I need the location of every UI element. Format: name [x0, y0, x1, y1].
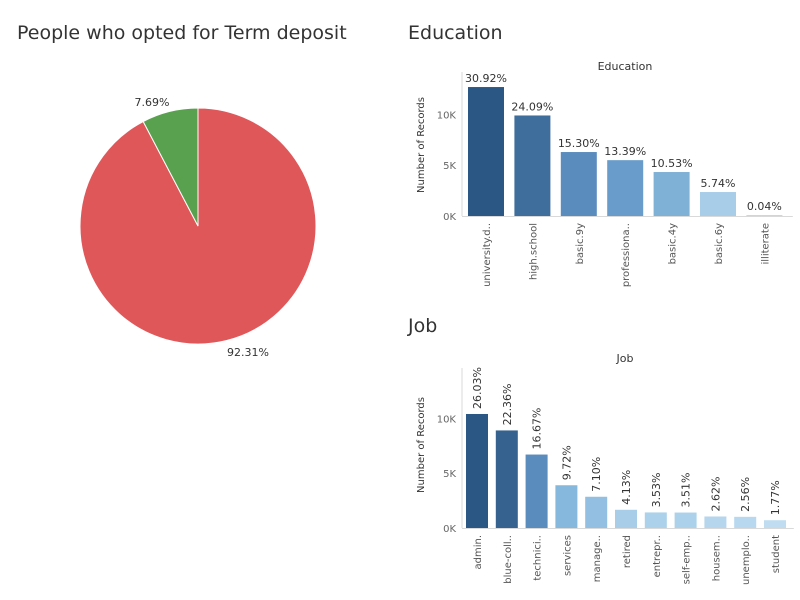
education-category-label-6: illiterate	[760, 223, 771, 265]
education-bar-0[interactable]	[468, 87, 504, 217]
education-data-label-2: 15.30%	[558, 137, 600, 150]
job-data-label-9: 2.56%	[739, 477, 752, 512]
job-sheet-title: Job	[408, 315, 438, 337]
education-bar-4[interactable]	[653, 172, 690, 216]
education-category-label-5: basic.6y	[714, 223, 725, 265]
job-data-label-7: 3.51%	[680, 473, 693, 508]
education-y-tick-2: 10K	[437, 110, 457, 121]
job-category-label-4: manage..	[592, 535, 603, 582]
education-bar-5[interactable]	[700, 192, 736, 216]
job-bar-9[interactable]	[734, 516, 757, 528]
education-bar-2[interactable]	[560, 152, 597, 216]
education-category-label-4: basic.4y	[668, 223, 679, 265]
job-y-tick-1: 5K	[443, 469, 456, 480]
job-category-label-2: technici..	[533, 535, 544, 581]
job-bar-8[interactable]	[704, 516, 727, 528]
education-y-tick-0: 0K	[443, 212, 456, 223]
job-y-axis-label: Number of Records	[416, 397, 427, 493]
job-category-label-0: admin.	[473, 535, 484, 570]
pie-slice-1[interactable]	[142, 107, 199, 227]
education-category-label-0: university.d..	[482, 223, 493, 287]
job-category-label-1: blue-coll..	[503, 535, 514, 584]
job-y-tick-2: 10K	[437, 414, 457, 425]
education-data-label-5: 5.74%	[701, 177, 736, 190]
job-data-label-4: 7.10%	[590, 457, 603, 492]
job-bar-5[interactable]	[615, 509, 637, 528]
job-data-label-2: 16.67%	[531, 408, 544, 450]
education-data-label-4: 10.53%	[651, 157, 693, 170]
job-chart-title: Job	[616, 352, 634, 365]
job-data-label-6: 3.53%	[650, 472, 663, 507]
job-category-label-8: housem..	[711, 535, 722, 581]
job-category-label-9: unemplo..	[741, 535, 752, 585]
job-category-label-3: services	[562, 535, 573, 576]
education-chart-title: Education	[598, 60, 653, 73]
education-y-tick-1: 5K	[443, 161, 456, 172]
education-bar-3[interactable]	[607, 160, 644, 216]
education-data-label-0: 30.92%	[465, 72, 507, 85]
job-bar-7[interactable]	[674, 512, 697, 528]
education-data-label-1: 24.09%	[511, 100, 553, 113]
education-y-axis-label: Number of Records	[416, 97, 427, 193]
education-sheet-title: Education	[408, 22, 503, 44]
job-category-label-7: self-emp..	[682, 535, 693, 584]
job-data-label-0: 26.03%	[471, 367, 484, 409]
education-category-label-1: high.school	[528, 223, 539, 280]
job-bar-4[interactable]	[585, 496, 608, 528]
job-data-label-3: 9.72%	[560, 445, 573, 480]
education-category-label-2: basic.9y	[575, 223, 586, 265]
education-bar-6[interactable]	[746, 215, 783, 216]
job-data-label-5: 4.13%	[620, 470, 633, 505]
education-data-label-6: 0.04%	[747, 200, 782, 213]
pie-label-1: 7.69%	[135, 96, 170, 109]
job-y-tick-0: 0K	[443, 524, 456, 535]
pie-sheet-title: People who opted for Term deposit	[17, 22, 347, 44]
job-bar-10[interactable]	[764, 520, 786, 528]
pie-label-0: 92.31%	[227, 346, 269, 359]
job-data-label-8: 2.62%	[709, 477, 722, 512]
job-category-label-5: retired	[622, 535, 633, 568]
job-bar-2[interactable]	[525, 454, 548, 528]
job-data-label-1: 22.36%	[501, 383, 514, 425]
education-data-label-3: 13.39%	[604, 145, 646, 158]
education-bar-1[interactable]	[514, 115, 551, 216]
job-bar-3[interactable]	[555, 485, 578, 528]
job-bar-0[interactable]	[466, 413, 488, 528]
education-category-label-3: professiona..	[621, 223, 632, 287]
job-bar-1[interactable]	[495, 430, 518, 528]
job-category-label-6: entrepr..	[652, 535, 663, 577]
job-bar-6[interactable]	[644, 512, 667, 528]
job-data-label-10: 1.77%	[769, 480, 782, 515]
job-category-label-10: student	[771, 535, 782, 573]
